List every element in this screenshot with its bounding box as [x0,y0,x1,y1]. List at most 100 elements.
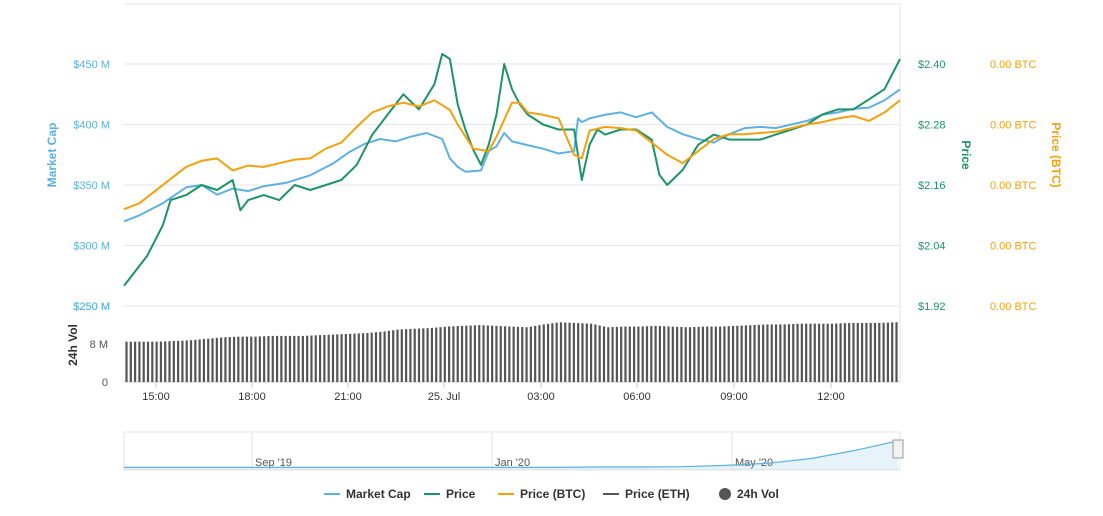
volume-bar [370,332,373,382]
volume-bar [830,323,834,382]
volume-bar [306,335,309,382]
volume-bar [482,325,485,382]
axis-tick-label: 0.00 BTC [990,120,1037,132]
axis-tick-label: $2.16 [918,180,946,192]
legend-item-24h-vol[interactable]: 24h Vol [719,487,779,501]
volume-bar [293,335,296,382]
volume-bar [194,339,197,382]
axis-tick-label: 8 M [90,339,108,351]
volume-bar [297,335,300,382]
axis-tick-label: 0.00 BTC [990,59,1037,71]
volume-bar [361,333,365,382]
volume-bar [258,336,261,382]
volume-bar [478,325,481,382]
x-tick-label: 12:00 [817,391,845,403]
volume-bar [495,325,498,382]
volume-bar [895,322,898,382]
volume-bar [452,326,455,382]
volume-bar [211,338,214,382]
axis-tick-label: 0.00 BTC [990,301,1037,313]
volume-bar [577,323,580,382]
volume-bar [641,326,644,382]
volume-bar [220,337,223,382]
volume-bar [891,322,894,382]
x-tick-label: 21:00 [334,391,362,403]
navigator-frame [123,431,901,471]
volume-bar [594,324,597,382]
navigator-tick-label: Jan '20 [495,457,530,469]
navigator-tick-label: Sep '19 [255,457,292,469]
legend-item-price-btc-[interactable]: Price (BTC) [498,487,585,501]
volume-bar [723,326,726,382]
volume-bar [435,327,438,382]
volume-bar [749,325,752,382]
volume-bar [839,323,842,382]
x-tick-label: 06:00 [623,391,651,403]
volume-bar [516,326,520,382]
volume-bar [422,328,425,382]
volume-bar [177,340,180,382]
volume-bar [564,322,567,382]
volume-bar [865,322,868,382]
volume-bar [632,326,636,382]
volume-bar [327,334,330,382]
volume-bar [314,335,317,382]
volume-bar [271,335,274,382]
volume-bar [473,325,477,382]
volume-bar [826,323,829,382]
volume-bar [159,341,163,382]
volume-bar [413,328,416,382]
volume-bar [693,326,696,382]
axis-tick-label: $2.04 [918,241,946,253]
volume-bar [275,335,279,382]
volume-bar [559,322,563,382]
legend-item-price-eth-[interactable]: Price (ETH) [603,487,690,501]
x-tick-label: 03:00 [527,391,555,403]
volume-bar [237,336,240,382]
volume-bar [134,341,137,382]
volume-bar [822,323,825,382]
volume-bar [198,339,201,382]
volume-bar [469,325,472,382]
volume-bar [744,325,748,382]
volume-bar [181,340,184,382]
volume-bar [757,324,760,382]
volume-bar [654,325,657,382]
legend-marker [719,488,731,500]
volume-bar [727,326,730,382]
volume-bar [555,322,558,382]
axis-label-market-cap: Market Cap [45,123,59,188]
legend-label: Price [446,487,476,501]
legend: Market Cap Price Price (BTC) Price (ETH) 24h… [324,487,779,501]
volume-bar [805,323,808,382]
volume-bar [456,326,459,382]
volume-bar [224,337,227,382]
axis-tick-label: $2.40 [918,59,946,71]
axis-tick-label: $450 M [73,59,110,71]
volume-bar [688,327,692,382]
axis-price-btc: 0.00 BTC 0.00 BTC 0.00 BTC 0.00 BTC 0.00 BTC… [990,59,1063,313]
axis-tick-label: $2.28 [918,120,946,132]
volume-bar [383,331,386,382]
volume-bar [465,325,468,382]
volume-bar [232,336,236,382]
volume-bar [873,322,877,382]
legend-item-market-cap[interactable]: Market Cap [324,487,411,501]
volume-bar [568,322,571,382]
volume-bar [676,326,679,382]
volume-bar [701,326,705,382]
axis-tick-label: 0 [102,377,108,389]
volume-bar [607,327,610,382]
series-line-price-btc- [123,99,901,211]
axis-tick-label: $400 M [73,120,110,132]
x-axis: 15:00 18:00 21:00 25. Jul 03:00 06:00 09:00 12:… [142,382,845,403]
volume-bar [740,325,743,382]
volume-bar [882,322,885,382]
legend-item-price[interactable]: Price [424,487,476,501]
axis-price: $2.40 $2.28 $2.16 $2.04 $1.92 Price [918,59,973,313]
volume-bar [409,328,412,382]
legend-label: 24h Vol [737,487,779,501]
volume-bar [396,329,399,382]
volume-bar [310,335,313,382]
axis-tick-label: $1.92 [918,301,946,313]
